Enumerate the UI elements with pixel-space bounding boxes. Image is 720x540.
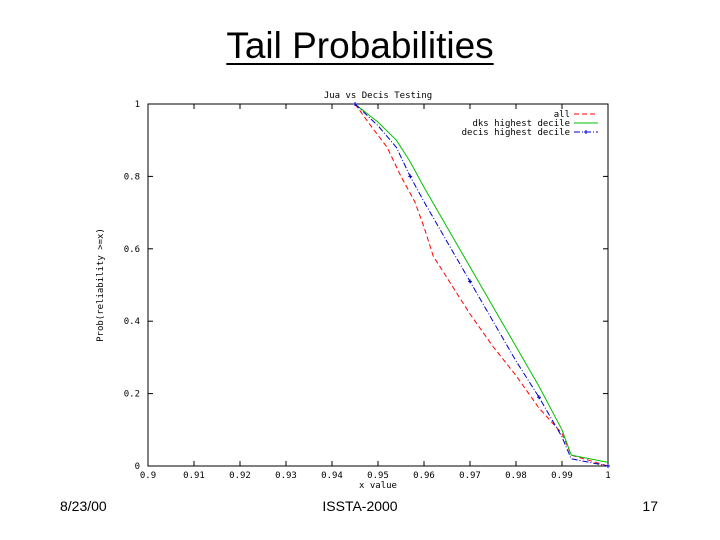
legend-label-1: dks highest decile xyxy=(472,119,570,129)
series-marker-2 xyxy=(353,102,357,106)
series-line-0 xyxy=(354,103,609,467)
y-tick-label: 0.4 xyxy=(124,317,140,327)
x-tick-label: 0.93 xyxy=(275,471,297,481)
series-marker-2 xyxy=(606,464,610,468)
x-tick-label: 0.99 xyxy=(551,471,573,481)
y-tick-label: 1 xyxy=(135,100,140,110)
x-tick-label: 0.94 xyxy=(321,471,343,481)
plot-frame xyxy=(147,103,609,467)
footer-date: 8/23/00 xyxy=(60,498,107,514)
x-tick-label: 0.95 xyxy=(367,471,389,481)
x-tick-label: 0.97 xyxy=(459,471,481,481)
footer-page-number: 17 xyxy=(642,498,658,514)
slide-title-text: Tail Probabilities xyxy=(226,25,494,66)
y-tick-label: 0 xyxy=(135,462,140,472)
y-tick-label: 0.8 xyxy=(124,172,140,182)
x-tick-label: 0.98 xyxy=(505,471,527,481)
series-marker-2 xyxy=(537,395,541,400)
x-tick-label: 0.9 xyxy=(140,471,156,481)
series-line-1 xyxy=(354,103,609,463)
x-axis-label: x value xyxy=(359,481,397,491)
x-tick-label: 1 xyxy=(605,471,610,481)
legend-label-0: all xyxy=(554,110,570,120)
series-marker-2 xyxy=(408,174,413,179)
series-line-2 xyxy=(354,103,609,467)
series-marker-2 xyxy=(468,279,472,284)
legend-marker-2 xyxy=(584,130,588,134)
x-tick-label: 0.92 xyxy=(229,471,251,481)
chart-title: Jua vs Decis Testing xyxy=(324,91,432,101)
legend-label-2: decis highest decile xyxy=(462,128,570,138)
slide-title: Tail Probabilities xyxy=(0,24,720,68)
y-axis-label: Prob(reliability >=x) xyxy=(96,228,106,342)
y-tick-label: 0.6 xyxy=(124,245,140,255)
x-tick-label: 0.96 xyxy=(413,471,435,481)
footer-conference: ISSTA-2000 xyxy=(322,498,398,514)
x-tick-label: 0.91 xyxy=(183,471,205,481)
y-tick-label: 0.2 xyxy=(124,390,140,400)
